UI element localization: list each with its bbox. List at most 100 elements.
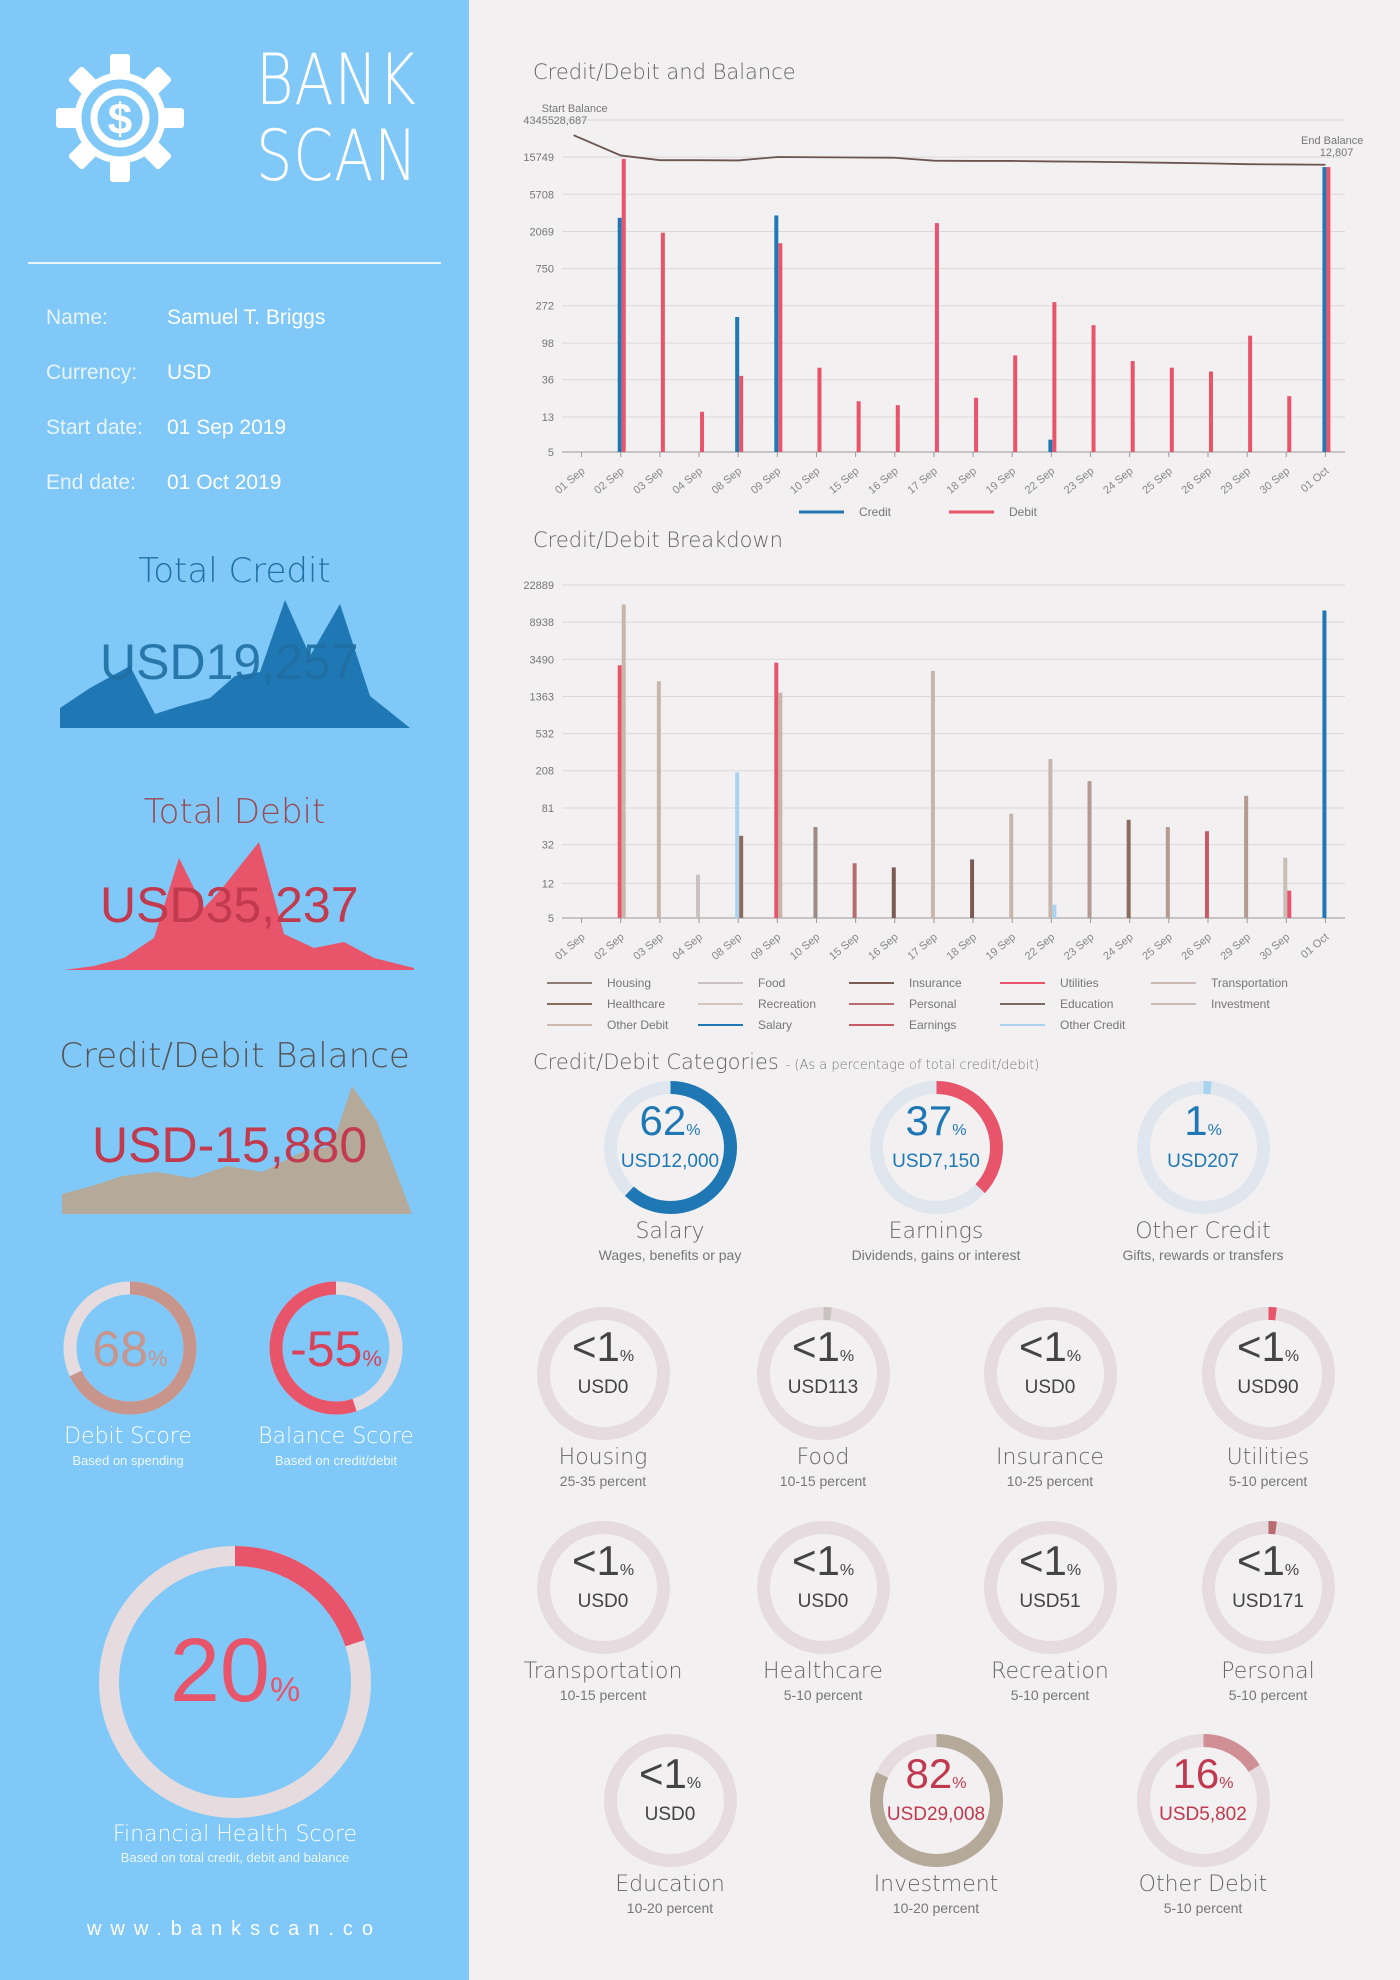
gear-tooth	[68, 141, 97, 170]
donut-ring	[869, 1733, 1003, 1867]
bar-debit	[934, 223, 939, 452]
donut-percent-value: 62	[639, 1097, 687, 1144]
donut-track	[536, 1520, 670, 1654]
x-tick-label: 25 Sep	[1140, 465, 1174, 497]
donut-ring	[1201, 1520, 1335, 1654]
breakdown-bar	[621, 604, 626, 918]
y-tick-label: 3490	[530, 654, 554, 666]
donut-label: Healthcare	[763, 1659, 883, 1684]
x-tick-label: 22 Sep	[1023, 931, 1057, 963]
legend-label: Earnings	[909, 1018, 956, 1032]
legend-label: Utilities	[1060, 976, 1099, 990]
donut-ring	[1136, 1080, 1270, 1214]
x-tick-label: 01 Sep	[553, 465, 587, 497]
donut-label: Education	[615, 1872, 725, 1897]
y-tick-label: 208	[536, 766, 554, 778]
donut-percent: <1%	[535, 1537, 672, 1585]
x-tick-label: 24 Sep	[1101, 931, 1135, 963]
donut-amount: USD90	[1237, 1377, 1299, 1398]
start-balance-label: Start Balance	[542, 103, 608, 115]
x-tick-label: 08 Sep	[710, 931, 744, 963]
bar-debit	[1130, 361, 1135, 452]
x-tick-label: 18 Sep	[945, 465, 979, 497]
donut-percent-value: 1	[1184, 1097, 1208, 1144]
legend-label: Housing	[607, 976, 651, 990]
donut-percent-value: <1	[791, 1537, 840, 1584]
y-tick-label: 12	[542, 878, 554, 890]
y-tick-label: 22889	[523, 580, 554, 592]
x-tick-label: 24 Sep	[1101, 465, 1135, 497]
gear-tooth	[68, 66, 97, 95]
info-value: Samuel T. Briggs	[167, 306, 326, 329]
legend-label: Other Debit	[607, 1018, 669, 1032]
x-tick-label: 18 Sep	[945, 931, 979, 963]
donut-label: Personal	[1221, 1659, 1315, 1684]
gear-tooth	[110, 160, 130, 182]
bar-debit	[1091, 325, 1096, 452]
donut-personal: <1% USD171	[1200, 1519, 1337, 1656]
donut-description: Gifts, rewards or transfers	[1122, 1247, 1284, 1263]
breakdown-bar	[930, 670, 935, 918]
y-tick-label: 272	[536, 301, 554, 313]
bar-debit	[1169, 367, 1174, 452]
balance-sparkline	[62, 1086, 412, 1214]
donut-percent-value: 37	[905, 1097, 953, 1144]
donut-percent-unit: %	[619, 1348, 635, 1365]
legend-label: Debit	[1009, 505, 1038, 519]
donut-percent-unit: %	[1284, 1348, 1300, 1365]
credit-sparkline	[60, 600, 410, 728]
sidebar: $ BANK SCAN Name: Samuel T. Briggs Curre…	[0, 0, 469, 1980]
x-tick-label: 04 Sep	[671, 465, 705, 497]
x-tick-label: 03 Sep	[631, 931, 665, 963]
breakdown-bar	[1204, 831, 1209, 918]
legend-label: Other Credit	[1060, 1018, 1126, 1032]
debit-score-label: Debit Score	[64, 1424, 192, 1449]
bar-credit	[1048, 439, 1053, 452]
total-credit-title: Total Credit	[138, 551, 331, 591]
bar-debit	[778, 243, 783, 452]
health-score-label: Financial Health Score	[112, 1822, 358, 1847]
bar-debit	[895, 405, 900, 452]
donut-amount: USD7,150	[892, 1151, 980, 1172]
donut-description: 10-20 percent	[626, 1900, 714, 1916]
donut-track	[603, 1733, 737, 1867]
donut-percent: <1%	[982, 1537, 1119, 1585]
x-tick-label: 30 Sep	[1258, 465, 1292, 497]
donut-label: Earnings	[888, 1219, 984, 1244]
donut-fill	[1136, 1080, 1270, 1214]
donut-other-debit: 16% USD5,802	[1135, 1732, 1272, 1869]
legend-label: Investment	[1211, 997, 1270, 1011]
breakdown-bar	[1052, 904, 1057, 918]
info-value: 01 Sep 2019	[167, 416, 287, 439]
x-tick-label: 29 Sep	[1219, 465, 1253, 497]
bar-debit	[1208, 371, 1213, 452]
breakdown-bar	[970, 859, 975, 918]
y-tick-label: 2069	[530, 226, 554, 238]
y-tick-label: 81	[542, 803, 554, 815]
x-tick-label: 16 Sep	[866, 931, 900, 963]
balance-value: USD-15,880	[92, 1117, 368, 1173]
legend-label: Credit	[859, 505, 892, 519]
gear-tooth	[110, 54, 130, 76]
donut-fill	[869, 1733, 1003, 1867]
donut-transportation: <1% USD0	[535, 1519, 672, 1656]
donut-percent-unit: %	[839, 1348, 855, 1365]
end-balance-label: End Balance	[1301, 135, 1363, 147]
bar-credit	[1322, 167, 1327, 452]
y-tick-label: 8938	[530, 617, 554, 629]
y-tick-label: 13	[542, 412, 554, 424]
x-tick-label: 19 Sep	[984, 465, 1018, 497]
donut-insurance: <1% USD0	[982, 1305, 1119, 1442]
breakdown-bar	[1287, 890, 1292, 918]
x-tick-label: 09 Sep	[749, 931, 783, 963]
bar-debit	[1013, 355, 1018, 452]
donut-ring	[603, 1733, 737, 1867]
donut-amount: USD0	[1024, 1377, 1076, 1398]
bar-credit	[617, 217, 622, 452]
donut-percent: 62%	[602, 1097, 739, 1145]
y-tick-label: 36	[542, 375, 554, 387]
donut-percent-unit: %	[839, 1562, 855, 1579]
donut-percent-value: <1	[571, 1323, 620, 1370]
x-tick-label: 26 Sep	[1179, 465, 1213, 497]
total-credit-value: USD19,257	[100, 634, 359, 690]
